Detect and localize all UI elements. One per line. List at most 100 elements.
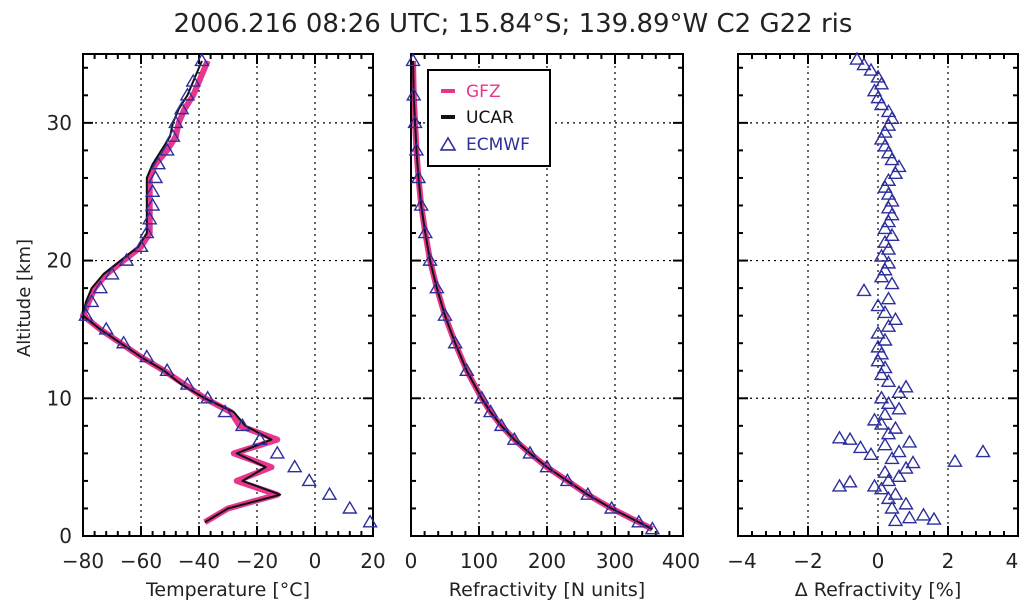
ecmwf-point (580, 486, 596, 500)
ecmwf-point (870, 325, 886, 339)
ecmwf-point (887, 486, 904, 500)
ecmwf-point (133, 238, 149, 253)
ecmwf-point (144, 183, 161, 197)
x-tick-label: −4 (727, 549, 756, 573)
ecmwf-point (405, 87, 422, 101)
ecmwf-point (234, 417, 251, 432)
ecmwf-point (522, 445, 538, 459)
ecmwf-point (185, 73, 201, 87)
ecmwf-point (849, 51, 865, 65)
ecmwf-point (884, 450, 900, 465)
ecmwf-point (880, 241, 897, 255)
ecmwf-point (631, 514, 647, 528)
ecmwf-point (115, 335, 132, 349)
x-tick-label: −60 (120, 549, 162, 573)
x-tick-label: 2 (942, 549, 955, 573)
ecmwf-point (887, 165, 904, 180)
ecmwf-point (459, 362, 475, 376)
ecmwf-point (147, 170, 164, 184)
x-tick-label: 4 (1006, 549, 1019, 573)
axes-frame (82, 53, 374, 537)
x-axis-label: Temperature [°C] (145, 579, 310, 601)
ecmwf-point (139, 349, 155, 363)
ecmwf-point (165, 128, 181, 142)
ecmwf-point (877, 360, 893, 374)
ecmwf-point (603, 500, 620, 514)
ecmwf-point (342, 500, 358, 514)
ecmwf-point (78, 307, 94, 321)
ecmwf-point (473, 390, 490, 404)
ecmwf-point (842, 474, 858, 488)
ecmwf-point (83, 294, 100, 308)
legend-ecmwf-marker (439, 136, 457, 151)
ecmwf-point (866, 478, 883, 492)
ecmwf-point (842, 431, 858, 445)
ecmwf-point (891, 444, 907, 458)
x-tick-label: 100 (460, 549, 498, 573)
x-tick-label: −40 (178, 549, 220, 573)
ecmwf-point (144, 197, 161, 211)
legend: GFZ UCAR ECMWF (427, 69, 551, 167)
ecmwf-point (877, 305, 893, 319)
ecmwf-point (321, 486, 338, 500)
y-tick-label: 20 (47, 249, 72, 273)
x-tick-label: −20 (236, 549, 278, 573)
ecmwf-point (887, 311, 904, 326)
ecmwf-point (880, 103, 897, 118)
ecmwf-point (880, 214, 897, 228)
ecmwf-point (880, 200, 897, 214)
ecmwf-point (901, 510, 918, 524)
ecmwf-point (877, 138, 893, 152)
ecmwf-point (482, 404, 499, 418)
gfz-series-line (80, 59, 281, 525)
x-axis-label: Δ Refractivity [%] (795, 579, 962, 601)
ecmwf-point (877, 464, 893, 478)
ecmwf-point (877, 406, 893, 421)
ecmwf-point (880, 172, 897, 186)
ecmwf-point (870, 353, 886, 367)
ecmwf-point (199, 390, 216, 404)
legend-ecmwf-label: ECMWF (466, 135, 530, 155)
ecmwf-point (873, 416, 890, 430)
ecmwf-point (880, 117, 897, 131)
ecmwf-point (905, 455, 921, 469)
ecmwf-point (877, 234, 893, 248)
ecmwf-point (413, 197, 429, 211)
ecmwf-point (947, 453, 963, 467)
ecmwf-point (269, 445, 286, 459)
ecmwf-point (866, 83, 883, 97)
ecmwf-point (880, 373, 897, 388)
ucar-series-line (82, 60, 282, 524)
ecmwf-point (975, 444, 991, 458)
ecmwf-point (877, 437, 893, 451)
ecmwf-point (104, 266, 120, 280)
ecmwf-point (141, 211, 158, 225)
ecmwf-point (873, 366, 890, 381)
chart-title: 2006.216 08:26 UTC; 15.84°S; 139.89°W C2… (174, 9, 853, 39)
ecmwf-point (873, 481, 890, 495)
ecmwf-point (92, 280, 109, 294)
ecmwf-point (405, 53, 421, 67)
ecmwf-point (887, 512, 904, 527)
ecmwf-point (898, 496, 914, 510)
x-tick-label: 200 (528, 549, 566, 573)
ecmwf-point (877, 262, 893, 276)
ecmwf-point (877, 332, 893, 346)
ecmwf-point (139, 225, 155, 239)
ecmwf-point (880, 145, 897, 159)
ecmwf-point (410, 170, 427, 184)
ecmwf-point (831, 430, 848, 444)
ecmwf-point (179, 87, 196, 101)
ecmwf-point (539, 459, 555, 473)
ecmwf-point (887, 420, 904, 434)
ecmwf-point (437, 307, 453, 321)
y-tick-label: 0 (59, 524, 72, 548)
x-tick-label: 0 (872, 549, 885, 573)
ecmwf-point (880, 490, 897, 505)
ecmwf-point (880, 291, 897, 305)
ecmwf-point (559, 473, 576, 487)
ecmwf-point (118, 252, 135, 266)
ecmwf-point (856, 282, 872, 297)
ecmwf-point (217, 404, 233, 418)
